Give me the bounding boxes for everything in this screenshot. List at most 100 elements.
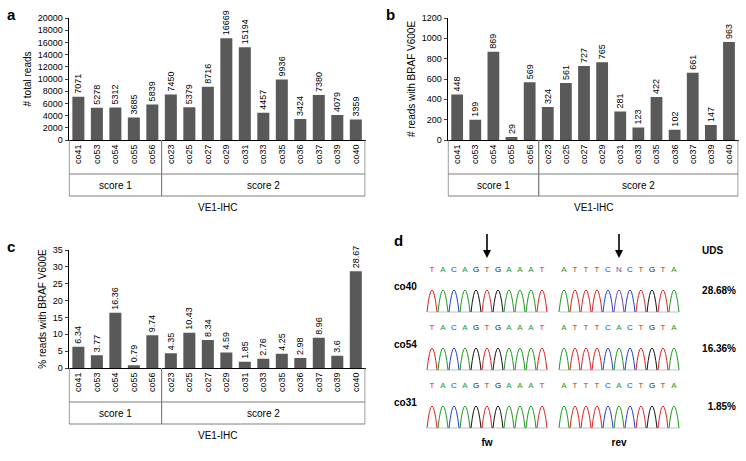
svg-text:G: G [473, 381, 479, 390]
svg-text:7450: 7450 [166, 72, 176, 92]
svg-text:co35: co35 [277, 373, 287, 393]
svg-text:N: N [616, 265, 622, 274]
svg-text:T: T [584, 265, 589, 274]
svg-text:4000: 4000 [43, 111, 63, 121]
svg-text:co33: co33 [258, 373, 268, 393]
svg-text:T: T [639, 323, 644, 332]
svg-text:A: A [462, 381, 468, 390]
svg-text:co33: co33 [633, 145, 643, 165]
svg-text:T: T [661, 381, 666, 390]
svg-text:G: G [649, 323, 655, 332]
svg-text:30: 30 [53, 262, 63, 272]
svg-text:C: C [627, 323, 633, 332]
svg-text:727: 727 [579, 48, 589, 63]
svg-text:1000: 1000 [422, 33, 442, 43]
svg-text:b: b [386, 6, 395, 23]
svg-text:fw: fw [481, 437, 492, 448]
svg-text:25: 25 [53, 279, 63, 289]
svg-text:score 2: score 2 [247, 408, 280, 419]
svg-text:co25: co25 [184, 145, 194, 165]
svg-text:G: G [649, 265, 655, 274]
svg-text:16.36: 16.36 [110, 287, 120, 310]
svg-text:co37: co37 [314, 373, 324, 393]
svg-text:8.34: 8.34 [203, 319, 213, 337]
svg-text:T: T [485, 265, 490, 274]
svg-text:T: T [595, 323, 600, 332]
svg-text:6000: 6000 [43, 99, 63, 109]
svg-text:1200: 1200 [422, 13, 442, 23]
svg-text:co31: co31 [615, 145, 625, 165]
svg-text:28.68%: 28.68% [702, 285, 736, 296]
svg-text:4457: 4457 [258, 90, 268, 110]
svg-text:G: G [495, 381, 501, 390]
svg-text:score 1: score 1 [477, 180, 510, 191]
svg-text:co29: co29 [221, 145, 231, 165]
svg-text:G: G [495, 265, 501, 274]
svg-text:C: C [627, 265, 633, 274]
svg-text:co33: co33 [258, 145, 268, 165]
svg-text:d: d [394, 232, 403, 249]
svg-text:G: G [649, 381, 655, 390]
svg-text:A: A [616, 323, 622, 332]
svg-text:co36: co36 [295, 373, 305, 393]
svg-text:18000: 18000 [38, 25, 63, 35]
svg-text:a: a [7, 6, 16, 23]
svg-text:co53: co53 [470, 145, 480, 165]
svg-text:T: T [661, 265, 666, 274]
svg-text:448: 448 [452, 76, 462, 91]
svg-text:A: A [462, 265, 468, 274]
svg-text:co41: co41 [73, 145, 83, 165]
svg-text:co40: co40 [724, 145, 734, 165]
svg-text:C: C [451, 265, 457, 274]
svg-text:VE1-IHC: VE1-IHC [198, 202, 237, 213]
svg-text:co39: co39 [332, 373, 342, 393]
svg-text:co23: co23 [166, 145, 176, 165]
svg-text:12000: 12000 [38, 62, 63, 72]
svg-text:A: A [440, 265, 446, 274]
svg-text:A: A [561, 265, 567, 274]
svg-text:co55: co55 [506, 145, 516, 165]
svg-text:147: 147 [706, 107, 716, 122]
svg-text:T: T [485, 381, 490, 390]
svg-text:co36: co36 [295, 145, 305, 165]
svg-text:123: 123 [633, 109, 643, 124]
svg-text:co54: co54 [110, 145, 120, 165]
svg-text:0: 0 [58, 135, 63, 145]
svg-text:T: T [639, 265, 644, 274]
svg-text:co31: co31 [240, 145, 250, 165]
svg-text:co56: co56 [525, 145, 535, 165]
svg-text:5379: 5379 [184, 84, 194, 104]
svg-text:co29: co29 [221, 373, 231, 393]
svg-text:15: 15 [53, 313, 63, 323]
svg-text:C: C [451, 381, 457, 390]
svg-text:C: C [605, 265, 611, 274]
svg-text:T: T [430, 265, 435, 274]
svg-text:co27: co27 [203, 145, 213, 165]
svg-text:A: A [561, 381, 567, 390]
svg-text:co53: co53 [92, 145, 102, 165]
svg-text:5839: 5839 [147, 81, 157, 101]
svg-text:T: T [540, 265, 545, 274]
svg-text:324: 324 [543, 89, 553, 104]
svg-text:score 1: score 1 [99, 180, 132, 191]
svg-text:10000: 10000 [38, 74, 63, 84]
svg-text:UDS: UDS [702, 245, 723, 256]
svg-text:T: T [573, 381, 578, 390]
svg-text:T: T [639, 381, 644, 390]
svg-text:2.76: 2.76 [258, 338, 268, 356]
svg-text:800: 800 [427, 54, 442, 64]
svg-text:co56: co56 [147, 145, 157, 165]
svg-text:5312: 5312 [110, 85, 120, 105]
svg-text:29: 29 [507, 124, 517, 134]
svg-text:4.35: 4.35 [166, 333, 176, 351]
svg-text:1.85%: 1.85% [708, 401, 736, 412]
svg-text:rev: rev [611, 437, 626, 448]
svg-text:T: T [584, 323, 589, 332]
svg-text:co39: co39 [706, 145, 716, 165]
svg-text:A: A [440, 381, 446, 390]
svg-text:A: A [506, 265, 512, 274]
svg-text:10.43: 10.43 [184, 307, 194, 330]
svg-text:3.77: 3.77 [92, 335, 102, 353]
svg-text:200: 200 [427, 115, 442, 125]
svg-text:8.96: 8.96 [314, 317, 324, 335]
